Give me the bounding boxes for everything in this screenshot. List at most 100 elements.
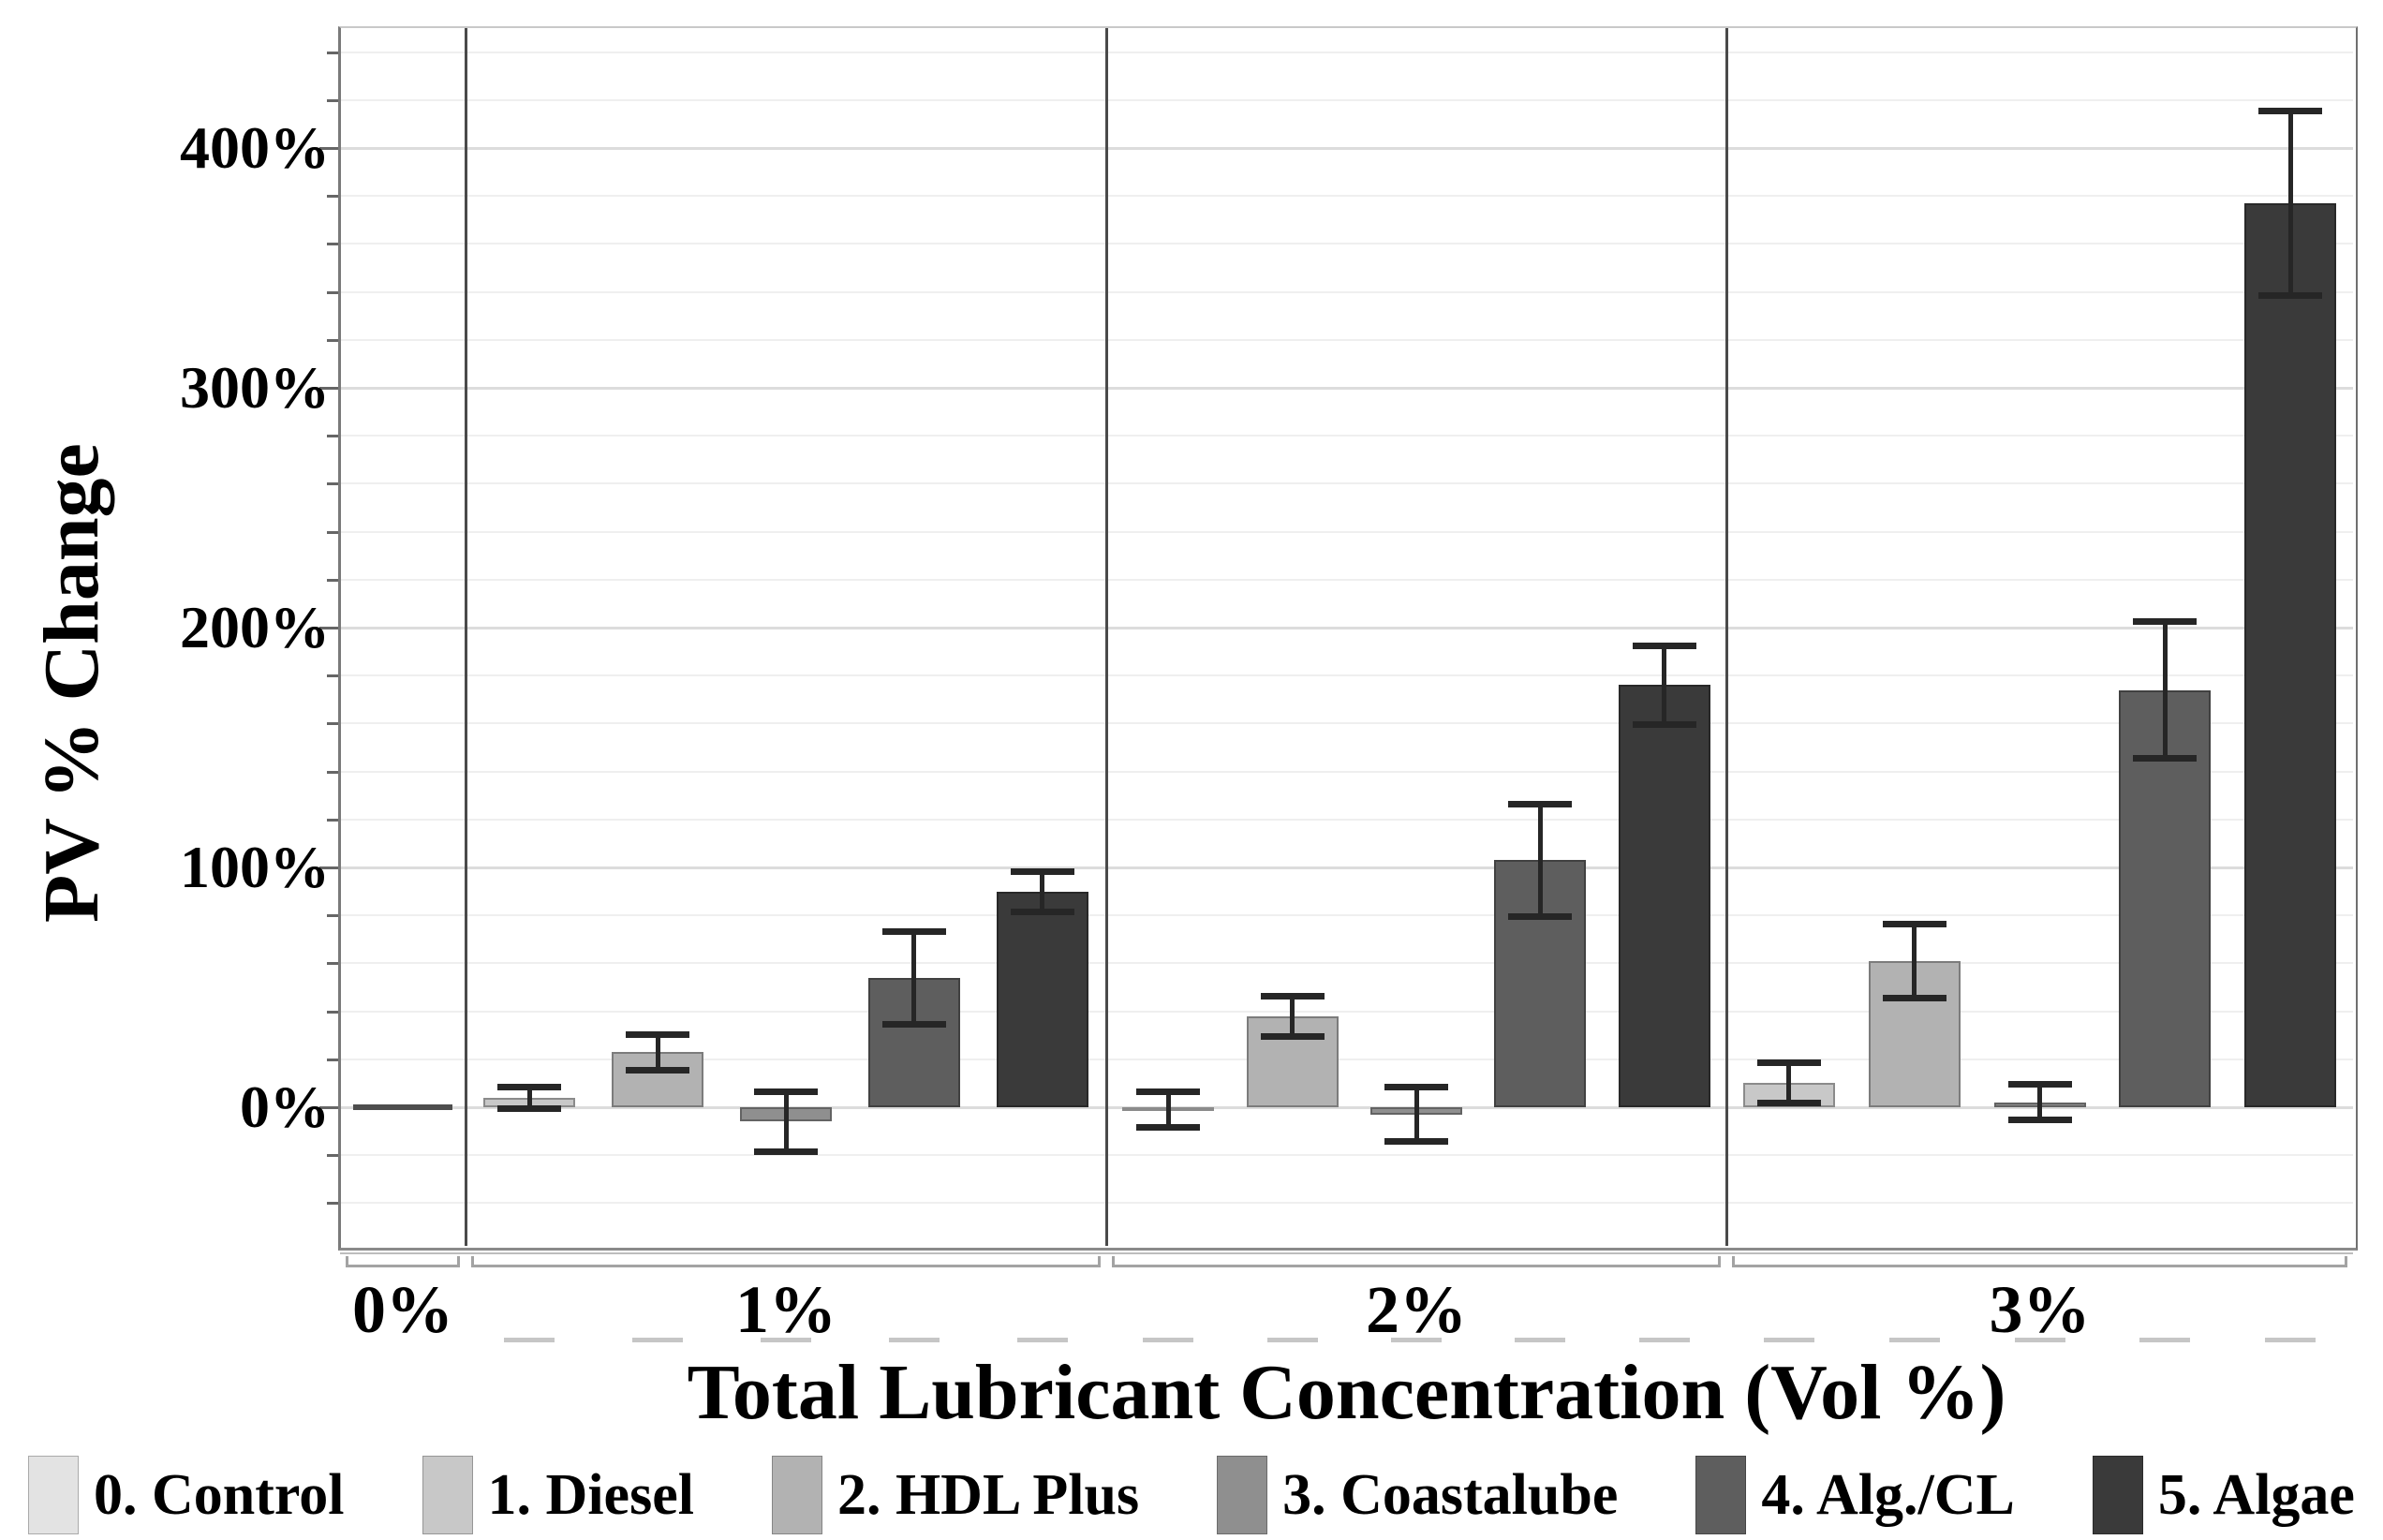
y-minor-tick xyxy=(327,674,340,678)
sub-axis-dash xyxy=(1143,1338,1194,1342)
gridline-minor xyxy=(340,1010,2353,1013)
sub-axis-dash xyxy=(761,1338,811,1342)
error-bar-4-alg-cl-1% xyxy=(911,929,917,1026)
error-bar-2-hdl-plus-1% xyxy=(655,1032,660,1072)
gridline-minor xyxy=(340,914,2353,917)
legend-label: 0. Control xyxy=(94,1462,345,1527)
error-cap-bottom-4-alg-cl-2% xyxy=(1508,912,1573,920)
legend-swatch-icon xyxy=(1695,1456,1747,1534)
error-cap-top-3-coastalube-1% xyxy=(754,1088,818,1096)
gridline-minor xyxy=(340,1058,2353,1060)
sub-axis-dash xyxy=(1515,1338,1566,1342)
y-minor-tick xyxy=(327,1202,340,1206)
bar-2-hdl-plus-2% xyxy=(1246,1015,1339,1107)
error-cap-top-3-coastalube-2% xyxy=(1384,1083,1448,1090)
gridline-minor xyxy=(340,482,2353,485)
gridline-minor xyxy=(340,195,2353,198)
error-bar-2-hdl-plus-3% xyxy=(1912,922,1917,1000)
error-cap-top-4-alg-cl-2% xyxy=(1508,800,1573,807)
sub-axis-dash xyxy=(1391,1338,1442,1342)
y-minor-tick xyxy=(327,435,340,438)
sub-axis-dash xyxy=(1266,1338,1318,1342)
error-cap-top-5-algae-1% xyxy=(1010,867,1074,875)
sub-axis-dash xyxy=(888,1338,940,1342)
group-bracket xyxy=(1732,1256,2347,1267)
y-minor-tick xyxy=(327,914,340,918)
x-tick-label-0pct: 0% xyxy=(352,1272,453,1347)
y-major-tick xyxy=(319,627,340,629)
x-axis-title: Total Lubricant Concentration (Vol %) xyxy=(687,1349,2006,1436)
legend-label: 5. Algae xyxy=(2157,1462,2355,1527)
y-minor-tick xyxy=(327,962,340,966)
y-minor-tick xyxy=(327,338,340,342)
gridline-major xyxy=(340,387,2353,390)
gridline-major xyxy=(340,147,2353,150)
legend-swatch-icon xyxy=(28,1456,79,1534)
error-cap-top-5-algae-3% xyxy=(2258,108,2323,115)
error-cap-top-2-hdl-plus-2% xyxy=(1260,992,1325,1000)
legend-swatch-icon xyxy=(771,1456,822,1534)
gridline-minor xyxy=(340,722,2353,725)
sub-axis-dash xyxy=(2014,1338,2065,1342)
sub-axis-dash xyxy=(632,1338,684,1342)
y-minor-tick xyxy=(327,722,340,726)
y-tick-label: 100% xyxy=(180,834,330,900)
y-minor-tick xyxy=(327,578,340,582)
error-cap-top-5-algae-2% xyxy=(1632,642,1696,649)
error-bar-4-alg-cl-3% xyxy=(2162,620,2168,760)
x-tick-label-1pct: 1% xyxy=(735,1272,836,1347)
gridline-major xyxy=(340,627,2353,629)
y-minor-tick xyxy=(327,1010,340,1014)
error-cap-bottom-2-hdl-plus-3% xyxy=(1882,994,1946,1001)
y-minor-tick xyxy=(327,530,340,534)
error-cap-top-1-diesel-3% xyxy=(1756,1059,1821,1067)
bar-2-hdl-plus-3% xyxy=(1868,960,1961,1107)
bar-5-algae-2% xyxy=(1618,685,1710,1107)
y-minor-tick xyxy=(327,195,340,199)
y-minor-tick xyxy=(327,243,340,246)
y-major-tick xyxy=(319,1106,340,1109)
error-bar-5-algae-3% xyxy=(2287,110,2293,297)
gridline-minor xyxy=(340,1202,2353,1205)
y-minor-tick xyxy=(327,1058,340,1061)
legend-swatch-icon xyxy=(1217,1456,1268,1534)
error-bar-5-algae-2% xyxy=(1662,644,1667,726)
y-minor-tick xyxy=(327,818,340,822)
legend-swatch-icon xyxy=(2092,1456,2143,1534)
y-major-tick xyxy=(319,866,340,869)
y-major-tick xyxy=(319,387,340,390)
y-tick-label: 0% xyxy=(240,1074,330,1140)
axis-underline xyxy=(340,1252,2353,1254)
gridline-minor xyxy=(340,818,2353,821)
error-cap-top-4-alg-cl-1% xyxy=(881,927,946,935)
sub-axis-dash xyxy=(2139,1338,2191,1342)
error-cap-bottom-2-hdl-plus-1% xyxy=(626,1066,690,1074)
legend-swatch-icon xyxy=(422,1456,473,1534)
y-minor-tick xyxy=(327,51,340,54)
error-cap-bottom-3-coastalube-3% xyxy=(2007,1117,2072,1124)
gridline-minor xyxy=(340,243,2353,245)
error-bar-4-alg-cl-2% xyxy=(1537,802,1543,918)
bar-5-algae-1% xyxy=(996,891,1088,1107)
group-bracket xyxy=(346,1256,460,1267)
error-cap-bottom-5-algae-1% xyxy=(1010,908,1074,915)
legend: 0. Control 1. Diesel 2. HDL Plus 3. Coastal… xyxy=(0,1450,2383,1540)
y-tick-label: 300% xyxy=(180,354,330,421)
y-minor-tick xyxy=(327,98,340,102)
y-major-tick xyxy=(319,147,340,150)
error-cap-bottom-3-coastalube-1% xyxy=(754,1148,818,1155)
panel-separator xyxy=(465,28,467,1246)
panel-separator xyxy=(1725,28,1728,1246)
legend-item: 3. Coastalube xyxy=(1217,1456,1618,1534)
gridline-minor xyxy=(340,578,2353,581)
error-bar-2-hdl-plus-2% xyxy=(1290,994,1295,1038)
error-cap-bottom-1-diesel-3% xyxy=(1756,1100,1821,1107)
plot-area xyxy=(340,28,2353,1246)
x-tick-label-3pct: 3% xyxy=(1989,1272,2091,1347)
legend-item: 4. Alg./CL xyxy=(1695,1456,2015,1534)
y-minor-tick xyxy=(327,290,340,294)
sub-axis-dash xyxy=(2265,1338,2316,1342)
x-tick-label-2pct: 2% xyxy=(1366,1272,1467,1347)
gridline-minor xyxy=(340,1154,2353,1157)
